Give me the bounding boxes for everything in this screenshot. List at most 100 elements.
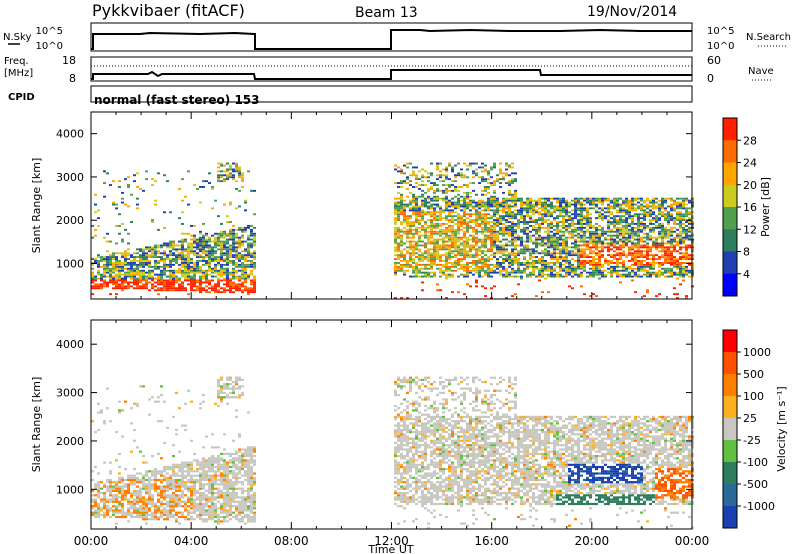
data-cell (127, 262, 130, 264)
data-cell (649, 275, 652, 278)
data-cell (622, 260, 625, 262)
data-cell (145, 285, 148, 288)
data-cell (217, 178, 220, 181)
data-cell (139, 515, 142, 519)
data-cell (94, 505, 97, 508)
data-cell (565, 211, 568, 214)
data-cell (409, 230, 412, 233)
data-cell (103, 420, 106, 423)
data-cell (577, 246, 580, 249)
data-cell (205, 232, 208, 235)
data-cell (460, 258, 463, 260)
data-cell (658, 213, 661, 216)
data-cell (394, 242, 397, 245)
data-cell (673, 199, 676, 202)
data-cell (235, 240, 238, 243)
data-cell (103, 515, 106, 519)
data-cell (514, 178, 517, 181)
data-cell (136, 273, 139, 276)
data-cell (466, 267, 469, 270)
data-cell (589, 234, 592, 237)
data-cell (685, 211, 688, 214)
data-cell (613, 207, 616, 210)
data-cell (103, 182, 106, 184)
data-cell (154, 511, 157, 514)
data-cell (412, 174, 415, 177)
data-cell (511, 236, 514, 239)
data-cell (112, 279, 115, 282)
data-cell (421, 226, 424, 229)
data-cell (574, 203, 577, 206)
data-cell (148, 494, 151, 497)
data-cell (502, 203, 505, 206)
data-cell (517, 250, 520, 253)
data-cell (553, 209, 556, 212)
data-cell (148, 481, 151, 484)
data-cell (688, 207, 691, 210)
data-cell (592, 250, 595, 253)
data-cell (520, 209, 523, 212)
data-cell (673, 207, 676, 210)
data-cell (412, 262, 415, 264)
data-cell (514, 213, 517, 216)
data-cell (106, 232, 109, 235)
data-cell (175, 248, 178, 251)
data-cell (424, 191, 427, 194)
data-cell (595, 295, 598, 297)
data-cell (241, 240, 244, 243)
data-cell (499, 170, 502, 173)
data-cell (250, 262, 253, 264)
data-cell (541, 263, 544, 266)
data-cell (586, 244, 589, 247)
data-cell (619, 197, 622, 200)
data-cell (571, 223, 574, 225)
data-cell (580, 221, 583, 223)
data-cell (118, 485, 121, 488)
data-cell (424, 221, 427, 223)
data-cell (676, 219, 679, 221)
data-cell (439, 170, 442, 173)
data-cell (181, 238, 184, 241)
data-cell (622, 234, 625, 237)
data-cell (133, 515, 136, 519)
data-cell (508, 182, 511, 184)
data-cell (574, 201, 577, 204)
data-cell (688, 226, 691, 229)
data-cell (499, 271, 502, 274)
data-cell (661, 238, 664, 241)
data-cell (220, 265, 223, 268)
data-cell (487, 226, 490, 229)
data-cell (91, 285, 94, 288)
data-cell (94, 511, 97, 514)
data-cell (406, 265, 409, 268)
data-cell (628, 209, 631, 212)
data-cell (190, 242, 193, 245)
data-cell (451, 203, 454, 206)
data-cell (415, 207, 418, 210)
data-cell (181, 262, 184, 264)
data-cell (514, 195, 517, 198)
data-cell (190, 267, 193, 270)
data-cell (604, 238, 607, 241)
data-cell (403, 254, 406, 257)
data-cell (469, 250, 472, 253)
data-cell (241, 283, 244, 286)
data-cell (436, 267, 439, 270)
data-cell (433, 226, 436, 229)
data-cell (439, 254, 442, 257)
data-cell (232, 250, 235, 253)
data-cell (205, 263, 208, 266)
data-cell (637, 262, 640, 264)
data-cell (481, 262, 484, 264)
data-cell (127, 258, 130, 260)
data-cell (532, 269, 535, 272)
data-cell (661, 203, 664, 206)
data-cell (535, 262, 538, 264)
data-cell (199, 242, 202, 245)
data-cell (598, 262, 601, 264)
data-cell (610, 262, 613, 264)
data-cell (94, 211, 97, 214)
data-cell (235, 287, 238, 290)
data-cell (436, 174, 439, 177)
data-cell (688, 244, 691, 247)
